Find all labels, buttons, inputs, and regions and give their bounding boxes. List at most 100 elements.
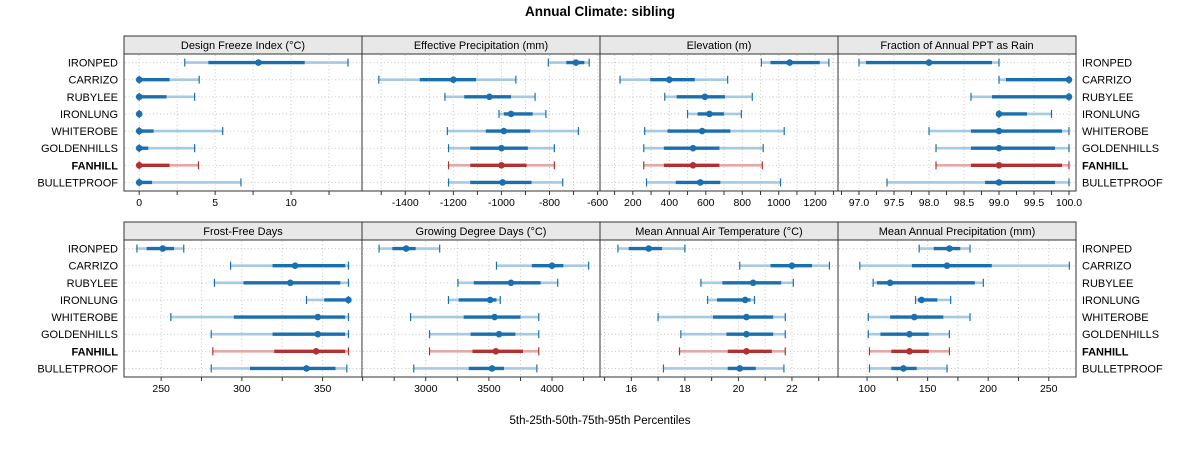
row-label-left-carrizo: CARRIZO: [69, 261, 119, 273]
axis-tick-label: 200: [624, 197, 642, 209]
median-dot: [499, 179, 506, 186]
row-label-right-fanhill: FANHILL: [1082, 346, 1129, 358]
median-dot: [314, 330, 322, 338]
series-fanhill: [868, 347, 951, 356]
axis-tick-label: 99.0: [989, 197, 1010, 209]
median-dot: [314, 313, 322, 321]
median-dot: [287, 279, 294, 287]
median-dot: [697, 179, 704, 186]
row-label-right-ironped: IRONPED: [1082, 244, 1132, 256]
series-goldenhills: [935, 144, 1070, 153]
median-dot: [786, 59, 793, 66]
panel-growing-degree-days: Growing Degree Days (°C) 3000 3500 4000: [361, 221, 601, 395]
median-dot: [291, 262, 299, 269]
median-dot: [135, 179, 143, 186]
axis-tick-label: 400: [661, 197, 679, 209]
row-label-left-fanhill: FANHILL: [72, 346, 119, 358]
series-bulletproof: [645, 178, 782, 187]
panel-effective-precipitation: Effective Precipitation (mm) -1400 -1200 -1…: [361, 35, 608, 209]
panel-mean-annual-air-temperature: Mean Annual Air Temperature (°C) 16 18 20 22: [599, 221, 839, 395]
median-dot: [743, 330, 750, 338]
panel-title: Elevation (m): [687, 40, 752, 52]
median-dot: [255, 59, 262, 66]
series-whiterobe: [928, 127, 1070, 136]
row-label-right-carrizo: CARRIZO: [1082, 261, 1132, 273]
series-rubylee: [872, 278, 984, 287]
median-dot: [741, 296, 749, 304]
series-rubylee: [970, 92, 1073, 101]
series-fanhill: [643, 161, 763, 170]
median-dot: [995, 144, 1003, 152]
panel-title: Design Freeze Index (°C): [181, 40, 305, 52]
median-dot: [788, 262, 796, 269]
row-label-right-rubylee: RUBYLEE: [1082, 278, 1133, 290]
row-label-left-bulletproof: BULLETPROOF: [37, 363, 118, 375]
row-label-right-ironlung: IRONLUNG: [1082, 109, 1140, 121]
row-label-right-whiterobe: WHITEROBE: [1082, 126, 1149, 138]
series-fanhill: [935, 161, 1070, 170]
series-ironlung: [305, 295, 352, 304]
median-dot: [486, 296, 494, 304]
axis-tick-label: 20: [733, 383, 745, 395]
series-goldenhills: [135, 144, 196, 153]
series-fanhill: [135, 161, 200, 170]
axis-tick-label: 97.5: [884, 197, 905, 209]
median-dot: [900, 365, 907, 372]
row-label-right-rubylee: RUBYLEE: [1082, 92, 1133, 104]
median-dot: [488, 365, 496, 372]
series-rubylee: [457, 278, 559, 287]
chart-title: Annual Climate: sibling: [524, 4, 675, 19]
series-ironlung: [447, 295, 501, 304]
row-label-left-rubylee: RUBYLEE: [67, 278, 118, 290]
median-dot: [911, 313, 918, 321]
series-whiterobe: [644, 127, 785, 136]
series-carrizo: [859, 261, 1070, 270]
median-dot: [743, 348, 750, 355]
axis-tick-label: -1000: [488, 197, 515, 209]
row-label-right-bulletproof: BULLETPROOF: [1082, 363, 1163, 375]
series-ironlung: [707, 295, 756, 304]
row-label-left-ironlung: IRONLUNG: [60, 109, 118, 121]
series-ironped: [918, 244, 971, 253]
row-label-right-bulletproof: BULLETPROOF: [1082, 177, 1163, 189]
series-bulletproof: [886, 178, 1070, 187]
row-label-left-rubylee: RUBYLEE: [67, 92, 118, 104]
series-carrizo: [998, 75, 1073, 84]
median-dot: [450, 76, 457, 83]
median-dot: [1065, 76, 1073, 83]
median-dot: [1065, 93, 1073, 101]
series-ironped: [617, 244, 686, 253]
median-dot: [135, 93, 143, 101]
panel-frame: [837, 239, 1077, 378]
row-label-right-fanhill: FANHILL: [1082, 160, 1129, 172]
median-dot: [995, 110, 1003, 118]
series-whiterobe: [446, 127, 579, 136]
median-dot: [491, 313, 498, 321]
median-dot: [906, 330, 913, 338]
median-dot: [943, 262, 951, 269]
series-ironped: [760, 58, 830, 67]
series-bulletproof: [662, 364, 785, 373]
row-label-left-goldenhills: GOLDENHILLS: [41, 143, 118, 155]
panel-strip: [837, 221, 1077, 241]
series-rubylee: [444, 92, 536, 101]
panel-title: Effective Precipitation (mm): [414, 40, 548, 52]
series-bulletproof: [447, 178, 564, 187]
axis-tick-label: 250: [152, 383, 170, 395]
row-label-left-goldenhills: GOLDENHILLS: [41, 329, 118, 341]
median-dot: [736, 365, 744, 372]
panel-frame: [837, 53, 1077, 192]
row-label-right-carrizo: CARRIZO: [1082, 75, 1132, 87]
median-dot: [402, 245, 410, 252]
series-goldenhills: [210, 330, 350, 339]
median-dot: [946, 245, 953, 252]
median-dot: [498, 162, 505, 169]
series-whiterobe: [135, 127, 224, 136]
axis-tick-label: 3500: [477, 383, 501, 395]
median-dot: [701, 93, 709, 101]
series-carrizo: [619, 75, 729, 84]
axis-tick-label: 3000: [414, 383, 438, 395]
series-goldenhills: [643, 144, 764, 153]
series-carrizo: [378, 75, 517, 84]
axis-tick-label: 99.5: [1024, 197, 1045, 209]
